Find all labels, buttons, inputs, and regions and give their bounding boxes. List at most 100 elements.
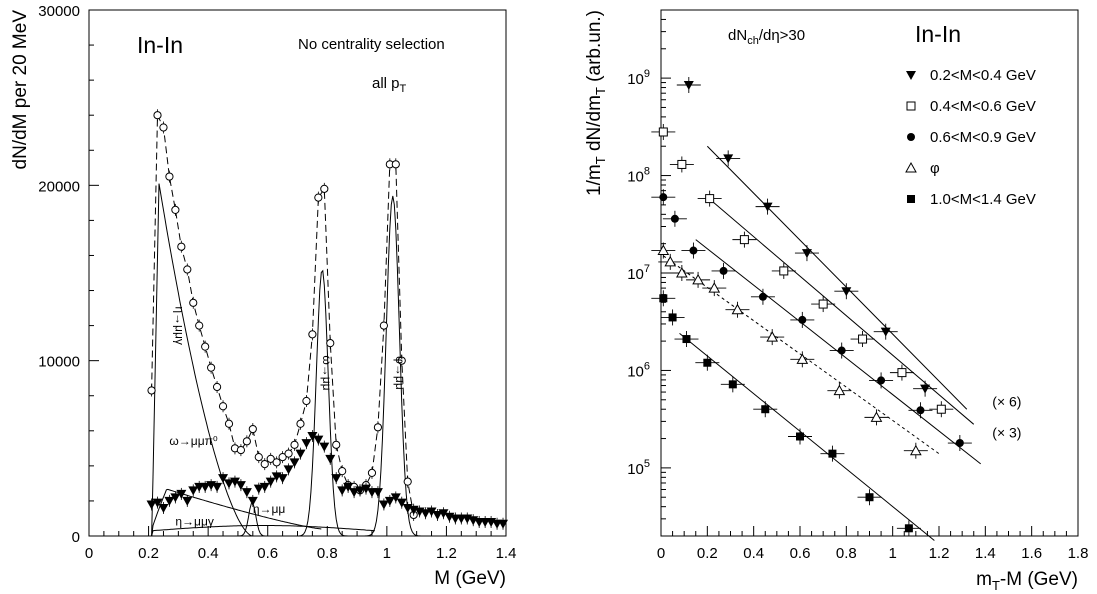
right-data-series [651, 76, 972, 537]
excess-point [218, 474, 229, 484]
excess-point [146, 500, 157, 510]
excess-point [390, 493, 401, 503]
excess-point [337, 486, 348, 496]
data-point [677, 159, 687, 169]
total-point [320, 184, 329, 193]
legend-label: 0.6<M<0.9 GeV [930, 129, 1036, 146]
right-axis-ticks [660, 9, 1079, 537]
total-point [367, 468, 377, 477]
total-point [290, 440, 299, 449]
scale-factor-label: (× 6) [992, 394, 1021, 410]
data-point [841, 287, 852, 297]
etaprime-dalitz-curve [148, 525, 375, 537]
omega-mumu-curve [285, 269, 358, 537]
data-point [658, 127, 668, 137]
y-tick-label: 30000 [38, 3, 80, 20]
x-tick-label: 0.8 [317, 545, 338, 562]
excess-point [355, 486, 366, 496]
data-point [936, 404, 946, 414]
total-point [391, 160, 400, 169]
data-point [708, 282, 721, 293]
data-point [906, 71, 916, 80]
legend-label: 0.4<M<0.6 GeV [930, 98, 1036, 115]
y-tick-label: 0 [72, 529, 80, 546]
data-point [703, 358, 712, 367]
total-point [332, 440, 341, 449]
data-point [880, 327, 891, 337]
right-x-axis-label: mT-M (GeV) [976, 569, 1078, 593]
left-data-series [146, 109, 509, 530]
data-point [907, 133, 915, 141]
y-tick-label: 107 [627, 263, 650, 283]
left-centrality-label: No centrality selection [298, 36, 445, 53]
data-point [865, 493, 874, 502]
legend-label: 0.2<M<0.4 GeV [930, 67, 1036, 84]
right-scale-factor-labels: (× 6) (× 3) [992, 394, 1021, 441]
data-point [818, 299, 828, 309]
data-point [920, 384, 931, 394]
decay-annotation: φ→μμ [393, 356, 407, 390]
data-point [858, 334, 868, 344]
left-x-axis-label: M (GeV) [434, 568, 506, 589]
excess-point [158, 503, 169, 513]
y-tick-label: 10000 [38, 354, 80, 371]
excess-point [319, 442, 330, 452]
excess-point [188, 486, 199, 496]
data-point [907, 195, 915, 203]
data-point [689, 246, 698, 255]
total-point [260, 460, 269, 469]
left-pt-label: all pT [372, 75, 407, 95]
data-point [905, 161, 917, 173]
x-tick-label: 0.8 [836, 545, 857, 562]
left-axis-ticks [88, 9, 507, 537]
excess-point [170, 493, 181, 503]
data-point [664, 255, 677, 267]
excess-point [432, 510, 443, 520]
left-y-axis-label: dN/dM per 20 MeV [10, 10, 31, 170]
x-tick-label: 1 [888, 545, 896, 562]
data-point [897, 368, 907, 378]
total-point [403, 477, 412, 486]
total-point [212, 382, 222, 392]
right-legend: 0.2<M<0.4 GeV 0.4<M<0.6 GeV 0.6<M<0.9 GeV φ… [905, 67, 1036, 208]
excess-point [361, 484, 372, 494]
total-point [177, 242, 186, 251]
excess-point [438, 509, 449, 519]
data-point [801, 249, 812, 259]
x-tick-label: 0.4 [743, 545, 764, 562]
data-point [955, 439, 964, 448]
x-tick-label: 1.2 [436, 545, 457, 562]
data-point [705, 194, 715, 204]
total-point [153, 111, 162, 120]
total-point [296, 419, 305, 428]
total-point [272, 458, 281, 467]
data-point [731, 303, 744, 315]
data-point [683, 80, 694, 90]
data-point [916, 406, 925, 415]
data-point [659, 193, 668, 202]
fit-line [707, 196, 975, 425]
data-point [758, 292, 767, 301]
excess-point [176, 489, 187, 499]
total-point [338, 467, 347, 476]
total-point [314, 193, 323, 202]
total-point [195, 321, 204, 330]
left-plot-frame [88, 9, 507, 537]
excess-point [349, 488, 360, 498]
excess-point [164, 496, 175, 506]
excess-point [384, 496, 395, 506]
data-point [833, 384, 846, 396]
data-point [728, 380, 737, 389]
right-panel: 0 0.2 0.4 0.6 0.8 1 1.2 1.4 1.6 1.8 105 106 107 108 10… [584, 9, 1088, 593]
data-point [739, 235, 749, 245]
total-point [224, 419, 234, 428]
decay-annotation: η→μμ [253, 502, 286, 516]
left-system-label: In-In [137, 32, 183, 58]
left-panel: 0 0.2 0.4 0.6 0.8 1 1.2 1.4 0 10000 20000 30000 η→μ… [10, 3, 516, 589]
total-point [248, 424, 257, 434]
data-point [762, 202, 773, 212]
excess-point [152, 498, 163, 508]
decay-annotation: ω→μμ [320, 355, 334, 390]
total-point [308, 330, 317, 339]
total-point [278, 453, 287, 462]
